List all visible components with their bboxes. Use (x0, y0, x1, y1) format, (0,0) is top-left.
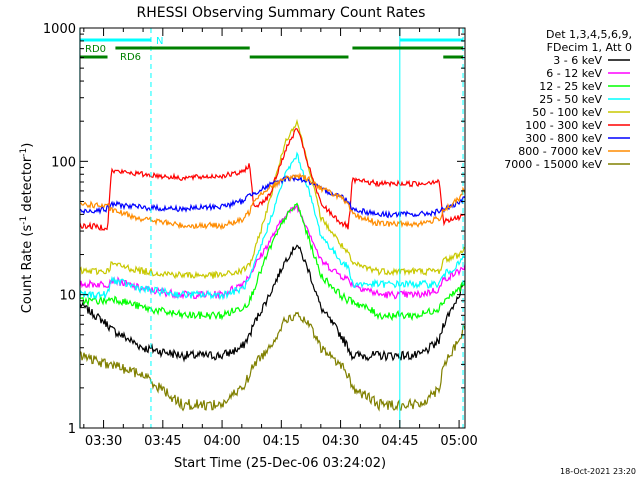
legend-header: FDecim 1, Att 0 (547, 41, 632, 54)
state-bars: N RD0 RD6 (79, 36, 464, 63)
y-axis-label: Count Rate (s-1 detector-1) (19, 143, 35, 314)
legend-header: Det 1,3,4,5,6,9, (546, 28, 632, 41)
series-line (80, 311, 465, 412)
series-line (80, 128, 465, 232)
series-layer (80, 118, 465, 412)
y-tick-label: 1000 (43, 22, 76, 37)
x-tick-label: 03:30 (85, 434, 122, 449)
x-tick-label: 03:45 (144, 434, 181, 449)
series-line (80, 244, 465, 363)
series-line (80, 174, 465, 219)
legend-entry: 3 - 6 keV (553, 54, 602, 67)
legend-entry: 6 - 12 keV (546, 67, 602, 80)
legend-entry: 25 - 50 keV (539, 93, 602, 106)
legend: Det 1,3,4,5,6,9,FDecim 1, Att 03 - 6 keV… (504, 28, 632, 171)
state-bar-label: N (156, 36, 163, 47)
legend-entry: 800 - 7000 keV (518, 145, 602, 158)
legend-entry: 300 - 800 keV (525, 132, 602, 145)
legend-entry: 100 - 300 keV (525, 119, 602, 132)
series-line (80, 172, 465, 231)
x-axis-label: Start Time (25-Dec-06 03:24:02) (174, 456, 386, 471)
x-tick-label: 04:30 (322, 434, 359, 449)
state-bar-label: RD6 (120, 52, 141, 63)
legend-entry: 7000 - 15000 keV (504, 158, 602, 171)
state-bar-label: RD0 (85, 44, 106, 55)
x-tick-label: 04:15 (263, 434, 300, 449)
y-tick-label: 100 (51, 155, 76, 170)
series-line (80, 202, 465, 322)
y-axis: 1 10 100 1000 (43, 22, 465, 437)
plot-frame (79, 27, 466, 429)
x-axis: 03:30 03:45 04:00 04:15 04:30 04:45 05:00 (83, 28, 478, 449)
series-line (80, 118, 465, 280)
legend-entry: 12 - 25 keV (539, 80, 602, 93)
y-tick-label: 1 (68, 422, 76, 437)
x-tick-label: 04:00 (203, 434, 240, 449)
y-tick-label: 10 (59, 289, 76, 304)
legend-entry: 50 - 100 keV (532, 106, 602, 119)
series-line (80, 151, 465, 301)
x-tick-label: 04:45 (381, 434, 418, 449)
timestamp: 18-Oct-2021 23:20 (560, 467, 636, 476)
x-tick-label: 05:00 (440, 434, 477, 449)
chart-title: RHESSI Observing Summary Count Rates (137, 5, 426, 21)
